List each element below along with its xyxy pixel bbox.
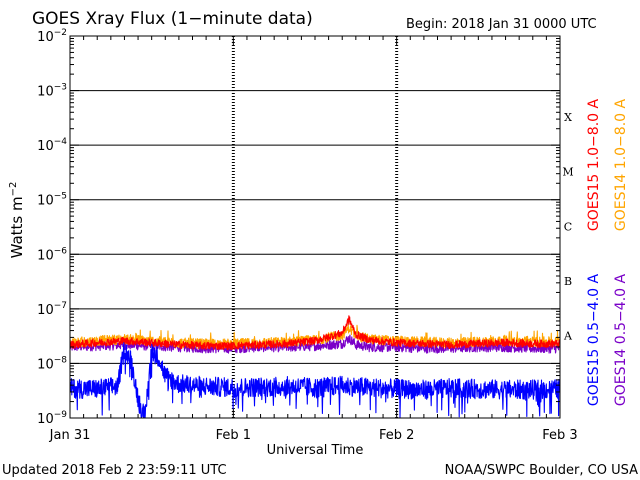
flare-class-label: B	[564, 275, 572, 288]
y-tick-label: 10−6	[37, 246, 67, 263]
y-tick-base: 10	[37, 30, 54, 45]
legend: GOES15 1.0−8.0 A GOES14 1.0−8.0 A GOES15 0…	[586, 99, 629, 407]
legend-entry: GOES15 0.5−4.0 A	[586, 274, 602, 407]
y-tick-label: 10−4	[37, 137, 67, 154]
y-tick-base: 10	[37, 248, 54, 263]
chart-title: GOES Xray Flux (1−minute data)	[32, 9, 313, 29]
flare-class-labels: X M C B A	[562, 111, 573, 342]
y-axis-label: Watts m−2	[8, 182, 26, 259]
y-tick-exp: −9	[54, 410, 68, 420]
series-line-2	[70, 342, 560, 418]
series-layer	[70, 315, 560, 418]
y-tick-base: 10	[37, 139, 54, 154]
plot-frame	[69, 35, 561, 419]
y-tick-label: 10−2	[37, 28, 67, 45]
y-tick-label: 10−9	[37, 410, 67, 427]
y-tick-base: 10	[37, 194, 54, 209]
y-tick-exp: −6	[54, 246, 68, 256]
y-tick-label: 10−5	[37, 192, 67, 209]
x-tick-label: Feb 3	[542, 428, 577, 443]
y-tick-exp: −4	[54, 137, 68, 147]
y-tick-base: 10	[37, 303, 54, 318]
y-tick-label: 10−7	[37, 301, 67, 318]
y-tick-base: 10	[37, 357, 54, 372]
credit: NOAA/SWPC Boulder, CO USA	[445, 463, 638, 478]
updated-time: Updated 2018 Feb 2 23:59:11 UTC	[2, 463, 227, 478]
y-tick-exp: −5	[54, 192, 67, 202]
y-axis-label-exp: −2	[8, 182, 19, 197]
x-tick-label: Jan 31	[49, 428, 91, 443]
series-line-0	[70, 315, 560, 351]
y-axis-label-text: Watts m	[8, 196, 26, 258]
grid	[70, 36, 560, 418]
y-tick-labels: 10−210−310−410−510−610−710−810−9	[37, 28, 67, 427]
y-tick-base: 10	[37, 412, 54, 427]
legend-entry: GOES14 1.0−8.0 A	[613, 99, 629, 232]
legend-entry: GOES14 0.5−4.0 A	[613, 274, 629, 407]
plot-border	[69, 35, 561, 419]
begin-time: Begin: 2018 Jan 31 0000 UTC	[406, 17, 597, 32]
flare-class-label: C	[564, 220, 572, 233]
y-tick-label: 10−3	[37, 83, 67, 100]
y-tick-exp: −7	[54, 301, 67, 311]
x-axis-label: Universal Time	[267, 443, 364, 458]
flare-class-label: M	[562, 166, 573, 179]
flare-class-label: X	[564, 111, 572, 124]
y-tick-base: 10	[37, 85, 54, 100]
x-tick-labels: Jan 31 Feb 1 Feb 2 Feb 3	[49, 428, 578, 443]
y-tick-exp: −2	[54, 28, 67, 38]
y-tick-exp: −8	[54, 355, 68, 365]
y-tick-label: 10−8	[37, 355, 67, 372]
x-tick-label: Feb 2	[379, 428, 414, 443]
legend-entry: GOES15 1.0−8.0 A	[586, 99, 602, 232]
x-tick-label: Feb 1	[216, 428, 251, 443]
flare-class-label: A	[563, 329, 573, 342]
y-tick-exp: −3	[54, 83, 67, 93]
